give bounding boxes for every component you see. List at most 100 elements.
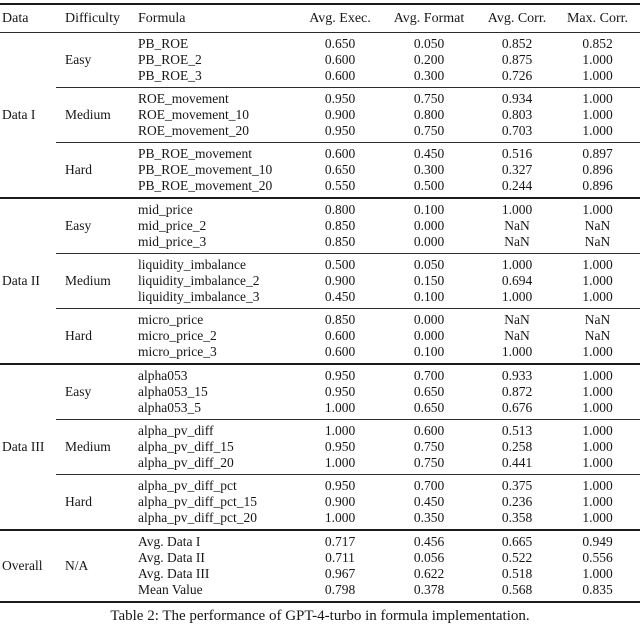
value-cell: 0.650	[324, 36, 356, 51]
value-cell: 0.850	[324, 234, 356, 249]
value-cell: 0.550	[324, 178, 356, 193]
difficulty-block: Medium liquidity_imbalance 0.500 0.050 1.000…	[56, 253, 640, 308]
formula-cell: PB_ROE_2	[138, 52, 202, 67]
value-cell: 1.000	[582, 384, 613, 399]
table-row: ROE_movement_10 0.900 0.800 0.803 1.000	[138, 107, 640, 123]
table-row: PB_ROE_movement_10 0.650 0.300 0.327 0.896	[138, 162, 640, 178]
value-cell: 0.522	[501, 550, 533, 565]
difficulty-label: Hard	[65, 162, 92, 177]
data-group-label: Data III	[2, 439, 45, 454]
value-cell: 0.456	[413, 534, 445, 549]
value-cell: 1.000	[501, 202, 533, 217]
table-row: alpha_pv_diff_15 0.950 0.750 0.258 1.000	[138, 439, 640, 455]
difficulty-block: Hard micro_price 0.850 0.000 NaN NaN micro_pri…	[56, 308, 640, 363]
value-cell: 0.000	[413, 234, 445, 249]
table-row: mid_price_3 0.850 0.000 NaN NaN	[138, 234, 640, 250]
difficulty-label: Medium	[65, 439, 111, 454]
value-cell: 1.000	[324, 455, 356, 470]
value-cell: 1.000	[582, 344, 613, 359]
table-row: liquidity_imbalance_3 0.450 0.100 1.000 1.00…	[138, 289, 640, 305]
formula-cell: Avg. Data III	[138, 566, 210, 581]
value-cell: 0.950	[324, 439, 356, 454]
formula-cell: micro_price_3	[138, 344, 217, 359]
data-group-label: Data I	[2, 107, 36, 122]
formula-cell: mid_price_3	[138, 234, 207, 249]
value-cell: 0.934	[501, 91, 533, 106]
formula-cell: ROE_movement_10	[138, 107, 249, 122]
table-row: Mean Value 0.798 0.378 0.568 0.835	[138, 582, 640, 598]
value-cell: NaN	[584, 218, 611, 233]
value-cell: 0.300	[413, 162, 445, 177]
value-cell: 0.516	[501, 146, 533, 161]
difficulty-block: Easy PB_ROE 0.650 0.050 0.852 0.852 PB_ROE_2 0.…	[56, 33, 640, 87]
difficulty-label: Medium	[65, 107, 111, 122]
value-cell: 0.800	[413, 107, 445, 122]
col-header-max-corr: Max. Corr.	[566, 10, 629, 26]
formula-cell: alpha_pv_diff_pct_20	[138, 510, 257, 525]
value-cell: 0.950	[324, 478, 356, 493]
value-cell: 0.100	[413, 289, 445, 304]
formula-cell: liquidity_imbalance_2	[138, 273, 260, 288]
value-cell: 0.244	[501, 178, 533, 193]
value-cell: 0.000	[413, 312, 445, 327]
difficulty-label: Hard	[65, 328, 92, 343]
difficulty-label: Medium	[65, 273, 111, 288]
formula-rows: PB_ROE 0.650 0.050 0.852 0.852 PB_ROE_2 0.600 0…	[138, 36, 640, 84]
formula-rows: mid_price 0.800 0.100 1.000 1.000 mid_price_2…	[138, 202, 640, 250]
table-row: micro_price 0.850 0.000 NaN NaN	[138, 312, 640, 328]
table-row: Avg. Data I 0.717 0.456 0.665 0.949	[138, 534, 640, 550]
value-cell: 0.100	[413, 344, 445, 359]
value-cell: 0.500	[324, 257, 356, 272]
value-cell: NaN	[584, 328, 611, 343]
value-cell: 1.000	[324, 400, 356, 415]
value-cell: 1.000	[582, 439, 613, 454]
formula-cell: Avg. Data I	[138, 534, 201, 549]
table-top-rule	[0, 3, 640, 5]
formula-cell: liquidity_imbalance	[138, 257, 246, 272]
table-row: alpha_pv_diff_20 1.000 0.750 0.441 1.000	[138, 455, 640, 471]
value-cell: NaN	[504, 328, 530, 343]
value-cell: 0.568	[501, 582, 533, 597]
value-cell: 1.000	[582, 566, 613, 581]
table-row: liquidity_imbalance 0.500 0.050 1.000 1.000	[138, 257, 640, 273]
formula-cell: PB_ROE_movement_10	[138, 162, 273, 177]
value-cell: 0.665	[501, 534, 533, 549]
value-cell: NaN	[504, 218, 530, 233]
value-cell: 0.872	[501, 384, 533, 399]
value-cell: 1.000	[501, 289, 533, 304]
formula-cell: PB_ROE_movement_20	[138, 178, 273, 193]
table-header-row: Data Difficulty Formula Avg. Exec. Avg. …	[0, 5, 640, 32]
value-cell: 0.200	[413, 52, 445, 67]
difficulty-block: Easy alpha053 0.950 0.700 0.933 1.000 alpha053…	[56, 365, 640, 419]
value-cell: 0.450	[324, 289, 356, 304]
difficulty-blocks: N/A Avg. Data I 0.717 0.456 0.665 0.949 Avg. D…	[56, 531, 640, 601]
formula-cell: PB_ROE_movement	[138, 146, 252, 161]
value-cell: 1.000	[582, 123, 613, 138]
table-row: mid_price 0.800 0.100 1.000 1.000	[138, 202, 640, 218]
value-cell: 0.950	[324, 123, 356, 138]
value-cell: 1.000	[582, 273, 613, 288]
value-cell: 0.236	[501, 494, 533, 509]
value-cell: 0.700	[413, 368, 445, 383]
value-cell: 0.300	[413, 68, 445, 83]
formula-cell: micro_price	[138, 312, 204, 327]
formula-rows: Avg. Data I 0.717 0.456 0.665 0.949 Avg. Data…	[138, 534, 640, 598]
value-cell: 0.896	[582, 178, 613, 193]
difficulty-block: Hard PB_ROE_movement 0.600 0.450 0.516 0.897 P…	[56, 142, 640, 197]
formula-cell: Mean Value	[138, 582, 203, 597]
difficulty-blocks: Easy mid_price 0.800 0.100 1.000 1.000 mid_pri…	[56, 199, 640, 363]
value-cell: 0.600	[324, 68, 356, 83]
difficulty-label: Hard	[65, 494, 92, 509]
table-section: Overall N/A Avg. Data I 0.717 0.456 0.665 0.94…	[0, 531, 640, 601]
formula-cell: PB_ROE_3	[138, 68, 202, 83]
value-cell: 0.700	[413, 478, 445, 493]
value-cell: 0.650	[413, 384, 445, 399]
value-cell: 0.703	[501, 123, 533, 138]
formula-cell: alpha_pv_diff_20	[138, 455, 234, 470]
difficulty-block: Medium ROE_movement 0.950 0.750 0.934 1.000 RO…	[56, 87, 640, 142]
value-cell: 0.900	[324, 273, 356, 288]
value-cell: 0.150	[413, 273, 445, 288]
table-caption: Table 2: The performance of GPT-4-turbo …	[110, 608, 530, 624]
value-cell: 0.852	[582, 36, 613, 51]
formula-rows: micro_price 0.850 0.000 NaN NaN micro_price_2…	[138, 312, 640, 360]
